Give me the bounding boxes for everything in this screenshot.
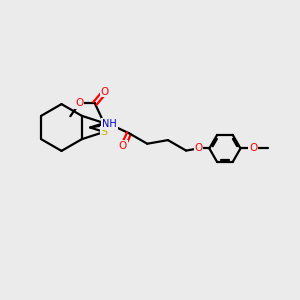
Text: O: O	[194, 143, 202, 153]
Text: O: O	[119, 141, 127, 151]
Text: O: O	[249, 143, 257, 153]
Text: NH: NH	[102, 119, 117, 129]
Text: S: S	[100, 127, 108, 137]
Text: O: O	[75, 98, 83, 109]
Text: O: O	[101, 86, 109, 97]
